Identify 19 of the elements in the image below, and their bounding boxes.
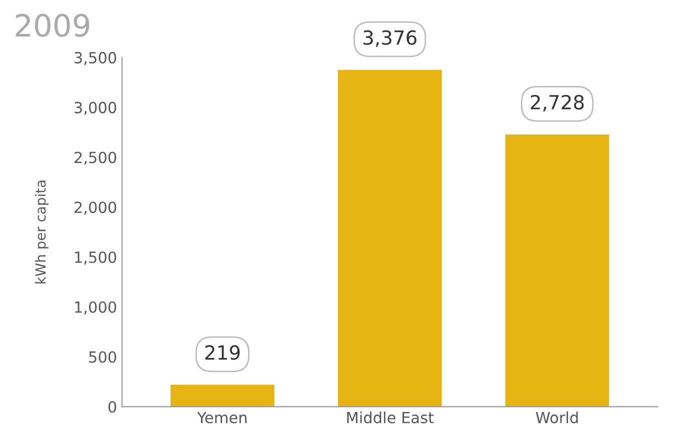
y-tick-label: 500 [89,351,116,363]
y-tick-label: 2,500 [74,152,116,165]
y-tick-label: 1,500 [75,251,116,265]
x-tick-label: World [536,412,578,424]
data-label: 219 [205,345,240,360]
y-tick-label: 3,000 [74,102,116,115]
y-tick-label: 1,000 [75,301,116,314]
x-tick-label: Yemen [197,412,247,424]
y-tick-label: 2,000 [74,202,116,215]
chart-subtitle: 2009 [16,14,90,37]
bar [170,384,274,407]
y-tick-label: 3,500 [74,52,116,66]
data-label: 3,376 [364,30,416,47]
y-axis-title: kWh per capita [35,180,48,284]
data-label: 2,728 [530,94,584,112]
bar [338,70,442,407]
x-tick-label: Middle East [347,412,434,424]
bar [505,134,610,407]
y-tick-label: 0 [108,401,116,413]
